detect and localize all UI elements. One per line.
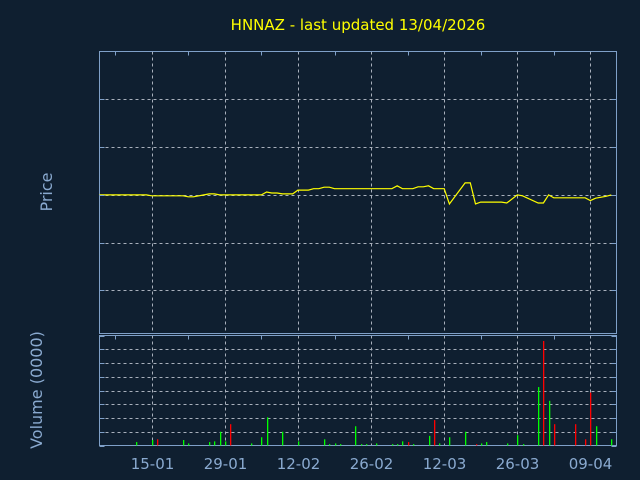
volume-bar <box>554 424 556 446</box>
x-axis: 15-01 29-01 12-02 26-02 12-03 26-03 09-04 <box>115 51 613 473</box>
volume-bar <box>230 424 232 446</box>
volume-bar <box>392 444 394 446</box>
volume-bar <box>402 441 404 446</box>
volume-bar <box>188 443 190 446</box>
volume-axis-label: Volume (0000) <box>27 331 46 449</box>
x-tick-label: 15-01 <box>131 455 175 473</box>
volume-bar <box>324 439 326 446</box>
price-axis-label: Price <box>37 172 56 211</box>
volume-bar <box>329 444 331 446</box>
volume-bar <box>429 435 431 446</box>
volume-bar <box>465 431 467 446</box>
volume-bar <box>251 443 253 446</box>
volume-bar <box>449 437 451 446</box>
volume-bar <box>590 392 592 446</box>
volume-bar <box>434 420 436 446</box>
volume-bar <box>267 417 269 446</box>
x-tick-label: 29-01 <box>204 455 248 473</box>
volume-bar <box>507 443 509 446</box>
volume-bar <box>225 441 227 446</box>
volume-bar <box>538 387 540 446</box>
x-tick-label: 26-02 <box>350 455 394 473</box>
x-tick-label: 09-04 <box>569 455 613 473</box>
volume-bar <box>481 443 483 446</box>
volume-plot-frame <box>99 335 617 446</box>
price-line <box>99 182 612 206</box>
chart-title: HNNAZ - last updated 13/04/2026 <box>231 16 486 34</box>
volume-bar <box>183 440 185 446</box>
volume-bar <box>408 442 410 446</box>
volume-bar <box>517 435 519 446</box>
volume-bar <box>209 442 211 446</box>
x-tick-label: 12-02 <box>277 455 321 473</box>
volume-bar <box>340 444 342 446</box>
price-y-axis <box>99 99 617 291</box>
volume-bar <box>439 443 441 446</box>
volume-bar <box>366 444 368 446</box>
volume-bar <box>298 441 300 446</box>
volume-bar <box>152 440 154 446</box>
volume-bar <box>335 443 337 446</box>
volume-bar <box>214 441 216 446</box>
volume-bar <box>585 439 587 446</box>
volume-y-axis <box>99 336 617 447</box>
volume-bar <box>596 426 598 446</box>
volume-bar <box>282 431 284 446</box>
price-plot-frame <box>99 51 617 334</box>
price-gridlines <box>99 51 617 334</box>
x-tick-label: 12-03 <box>423 455 467 473</box>
volume-bar <box>397 444 399 446</box>
volume-bar <box>611 439 613 446</box>
x-tick-label: 26-03 <box>496 455 540 473</box>
volume-bar <box>136 442 138 446</box>
volume-series <box>136 341 613 446</box>
volume-bar <box>523 444 525 446</box>
volume-bar <box>355 426 357 446</box>
volume-bar <box>157 439 159 446</box>
volume-bar <box>413 444 415 446</box>
volume-bar <box>575 424 577 446</box>
volume-bar <box>543 341 545 446</box>
volume-bar <box>220 431 222 446</box>
volume-bar <box>361 444 363 446</box>
volume-bar <box>476 444 478 446</box>
volume-bar <box>486 442 488 446</box>
volume-bar <box>376 443 378 446</box>
price-series <box>99 182 612 206</box>
volume-bar <box>261 437 263 446</box>
volume-bar <box>549 400 551 446</box>
